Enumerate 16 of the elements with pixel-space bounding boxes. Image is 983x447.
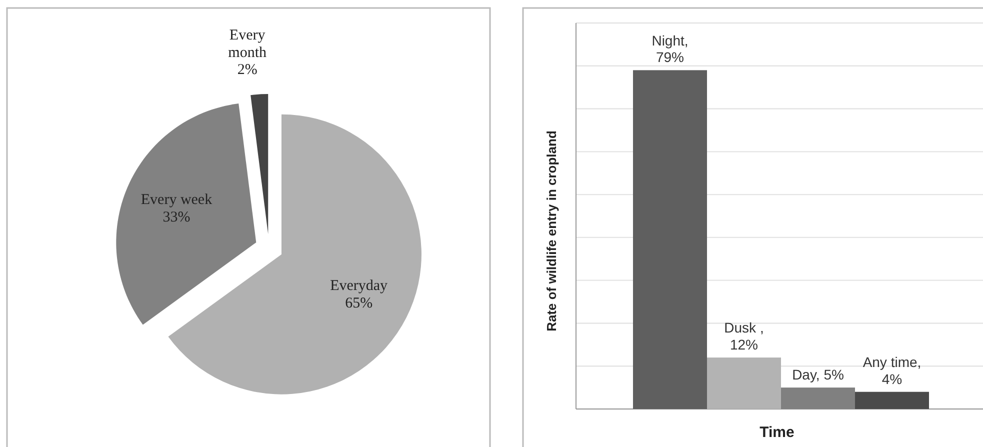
bar [855, 392, 929, 409]
bar [707, 358, 781, 409]
bar [633, 70, 707, 409]
data-label: Day, 5% [792, 366, 844, 383]
data-label: 33% [162, 209, 190, 226]
slice-label: Everyday [330, 278, 388, 294]
slice-label: Every week [140, 192, 213, 208]
data-label: 2% [237, 62, 258, 78]
y-axis-title: Rate of wildlife entry in cropland [544, 130, 559, 332]
data-label: 65% [345, 295, 373, 312]
data-label: Dusk , 12% [724, 320, 764, 353]
x-axis-title: Time [760, 424, 794, 441]
slice-label: Every month [228, 28, 267, 61]
data-label: Night, 79% [652, 32, 688, 66]
bar [781, 388, 855, 409]
data-label: Any time, 4% [862, 354, 922, 387]
